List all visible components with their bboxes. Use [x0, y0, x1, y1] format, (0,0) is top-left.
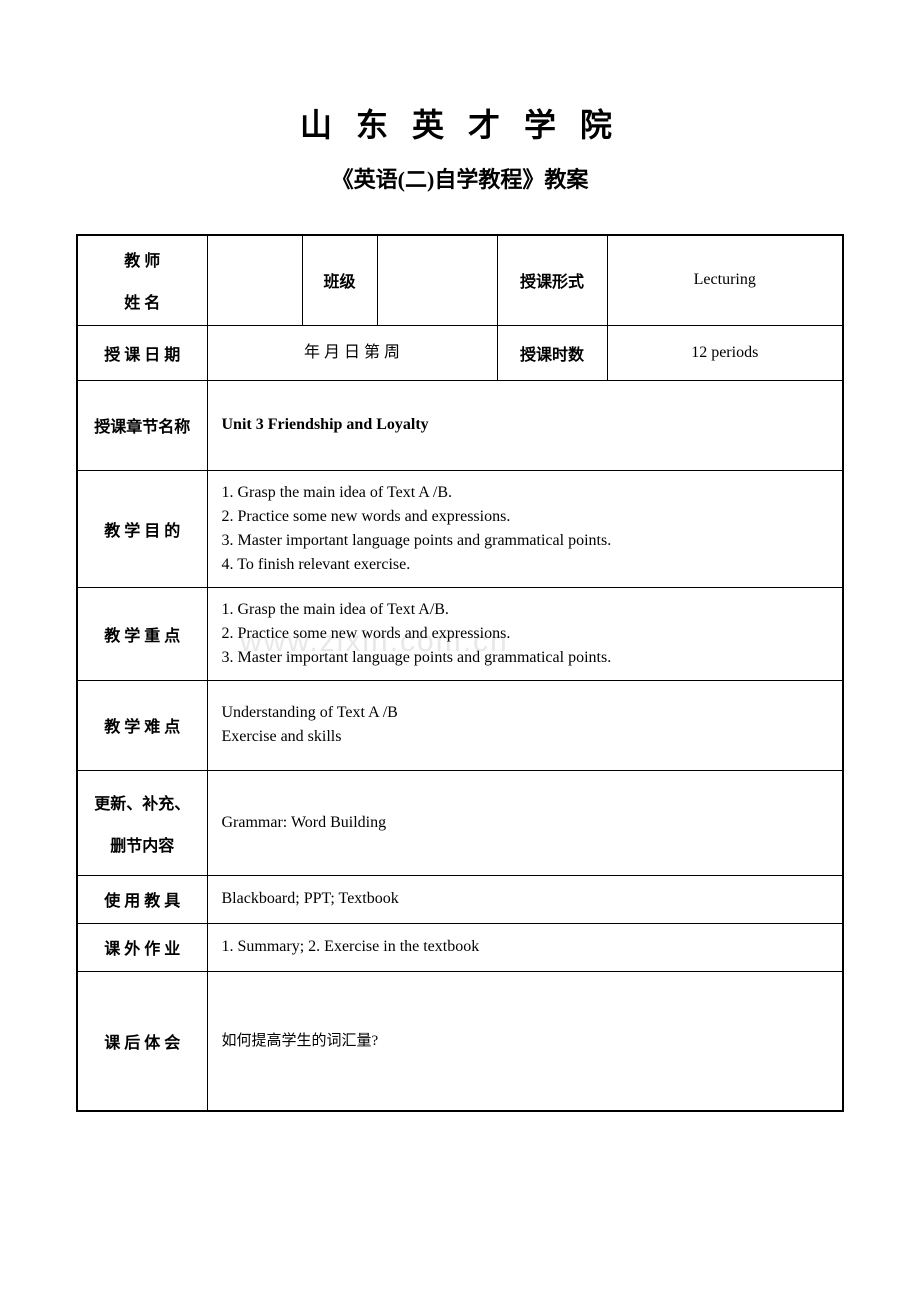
table-row: 课 后 体 会 如何提高学生的词汇量?: [77, 971, 843, 1111]
label-text: 更新、补充、: [88, 790, 197, 814]
lesson-plan-table-wrapper: 教 师 姓 名 班级 授课形式 Lecturing 授 课 日 期 年 月 日 …: [76, 234, 844, 1112]
teaching-form-label: 授课形式: [497, 235, 607, 325]
teaching-purpose-value: 1. Grasp the main idea of Text A /B. 2. …: [207, 470, 843, 587]
table-row: 教 学 目 的 1. Grasp the main idea of Text A…: [77, 470, 843, 587]
teacher-name-label: 教 师 姓 名: [77, 235, 207, 325]
table-row: 授课章节名称 Unit 3 Friendship and Loyalty: [77, 380, 843, 470]
lesson-plan-table: 教 师 姓 名 班级 授课形式 Lecturing 授 课 日 期 年 月 日 …: [76, 234, 844, 1112]
focus-line: 3. Master important language points and …: [222, 646, 829, 670]
focus-line: 1. Grasp the main idea of Text A/B.: [222, 598, 829, 622]
teaching-difficulty-value: Understanding of Text A /B Exercise and …: [207, 680, 843, 770]
reflection-label: 课 后 体 会: [77, 971, 207, 1111]
homework-value: 1. Summary; 2. Exercise in the textbook: [207, 923, 843, 971]
teaching-hours-label: 授课时数: [497, 325, 607, 380]
teaching-difficulty-label: 教 学 难 点: [77, 680, 207, 770]
table-row: 更新、补充、 删节内容 Grammar: Word Building: [77, 770, 843, 875]
difficulty-line: Understanding of Text A /B: [222, 701, 829, 725]
teaching-tools-value: Blackboard; PPT; Textbook: [207, 875, 843, 923]
difficulty-line: Exercise and skills: [222, 725, 829, 749]
update-content-label: 更新、补充、 删节内容: [77, 770, 207, 875]
class-label: 班级: [302, 235, 377, 325]
teaching-purpose-label: 教 学 目 的: [77, 470, 207, 587]
teaching-date-value: 年 月 日 第 周: [207, 325, 497, 380]
teaching-form-value: Lecturing: [607, 235, 843, 325]
purpose-line: 2. Practice some new words and expressio…: [222, 505, 829, 529]
page-title-sub: 《英语(二)自学教程》教案: [76, 162, 844, 194]
table-row: 教 学 难 点 Understanding of Text A /B Exerc…: [77, 680, 843, 770]
table-row: 教 师 姓 名 班级 授课形式 Lecturing: [77, 235, 843, 325]
label-text: 删节内容: [88, 832, 197, 856]
teaching-hours-value: 12 periods: [607, 325, 843, 380]
purpose-line: 1. Grasp the main idea of Text A /B.: [222, 481, 829, 505]
table-row: 授 课 日 期 年 月 日 第 周 授课时数 12 periods: [77, 325, 843, 380]
table-row: 课 外 作 业 1. Summary; 2. Exercise in the t…: [77, 923, 843, 971]
homework-label: 课 外 作 业: [77, 923, 207, 971]
teaching-tools-label: 使 用 教 具: [77, 875, 207, 923]
page-title-main: 山 东 英 才 学 院: [76, 100, 844, 146]
label-text: 姓 名: [88, 289, 197, 313]
teaching-focus-label: 教 学 重 点: [77, 587, 207, 680]
chapter-name-value: Unit 3 Friendship and Loyalty: [207, 380, 843, 470]
teaching-date-label: 授 课 日 期: [77, 325, 207, 380]
table-row: 使 用 教 具 Blackboard; PPT; Textbook: [77, 875, 843, 923]
reflection-value: 如何提高学生的词汇量?: [207, 971, 843, 1111]
update-content-value: Grammar: Word Building: [207, 770, 843, 875]
purpose-line: 3. Master important language points and …: [222, 529, 829, 553]
teaching-focus-value: 1. Grasp the main idea of Text A/B. 2. P…: [207, 587, 843, 680]
table-row: 教 学 重 点 1. Grasp the main idea of Text A…: [77, 587, 843, 680]
teacher-name-value: [207, 235, 302, 325]
chapter-name-label: 授课章节名称: [77, 380, 207, 470]
label-text: 教 师: [88, 247, 197, 271]
focus-line: 2. Practice some new words and expressio…: [222, 622, 829, 646]
class-value: [377, 235, 497, 325]
purpose-line: 4. To finish relevant exercise.: [222, 553, 829, 577]
